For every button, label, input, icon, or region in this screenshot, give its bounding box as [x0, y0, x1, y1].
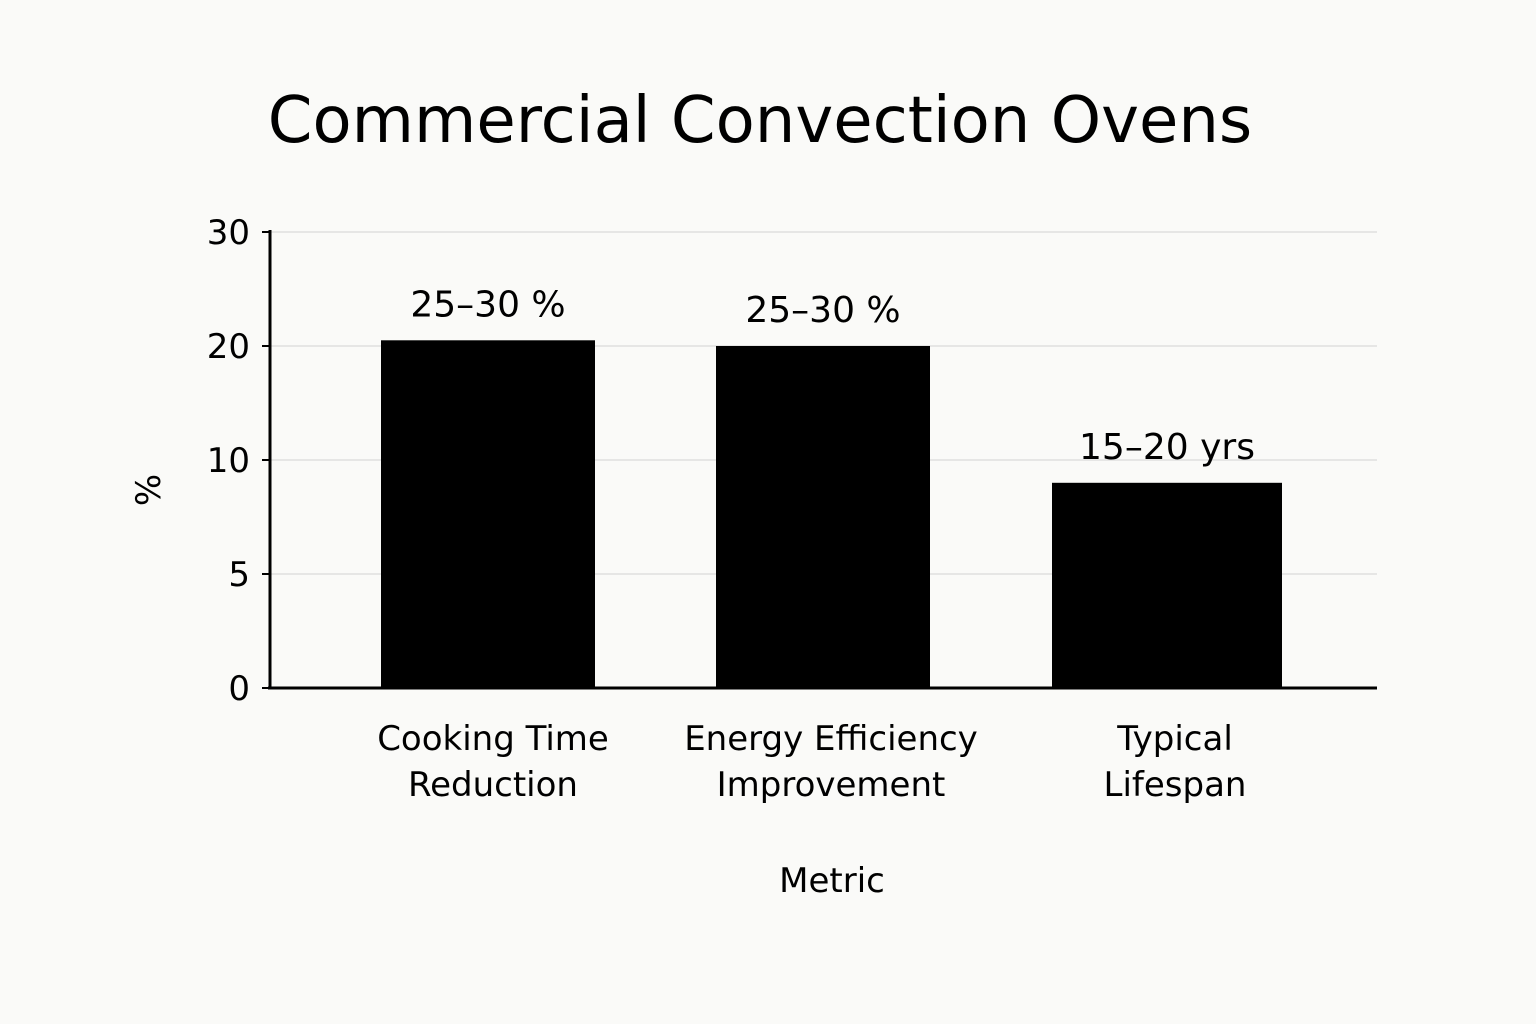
y-tick-label: 20: [207, 327, 250, 367]
bars: [381, 340, 1282, 688]
y-tick-label: 10: [207, 441, 250, 481]
bar: [1052, 482, 1282, 688]
data-labels: 25–30 % 25–30 % 15–20 yrs: [410, 284, 1255, 468]
data-label: 25–30 %: [410, 284, 565, 325]
chart-title: Commercial Convection Ovens: [268, 84, 1252, 158]
y-tick-label: 30: [207, 213, 250, 253]
data-label: 15–20 yrs: [1079, 427, 1255, 468]
y-axis-label: %: [129, 474, 169, 506]
data-label: 25–30 %: [745, 290, 900, 331]
category-label: Reduction: [408, 765, 578, 805]
category-labels: Cooking Time Reduction Energy Efficiency Im…: [377, 719, 1246, 805]
bar: [716, 346, 930, 688]
category-label: Typical: [1116, 719, 1233, 759]
bar: [381, 340, 595, 688]
category-label: Improvement: [717, 765, 946, 805]
x-axis-label: Metric: [779, 861, 885, 901]
y-tick-label: 5: [228, 555, 250, 595]
category-label: Cooking Time: [377, 719, 609, 759]
y-tick-labels: 0 5 10 20 30: [207, 213, 250, 709]
y-tick-label: 0: [228, 669, 250, 709]
category-label: Lifespan: [1104, 765, 1247, 805]
category-label: Energy Efficiency: [684, 719, 978, 759]
